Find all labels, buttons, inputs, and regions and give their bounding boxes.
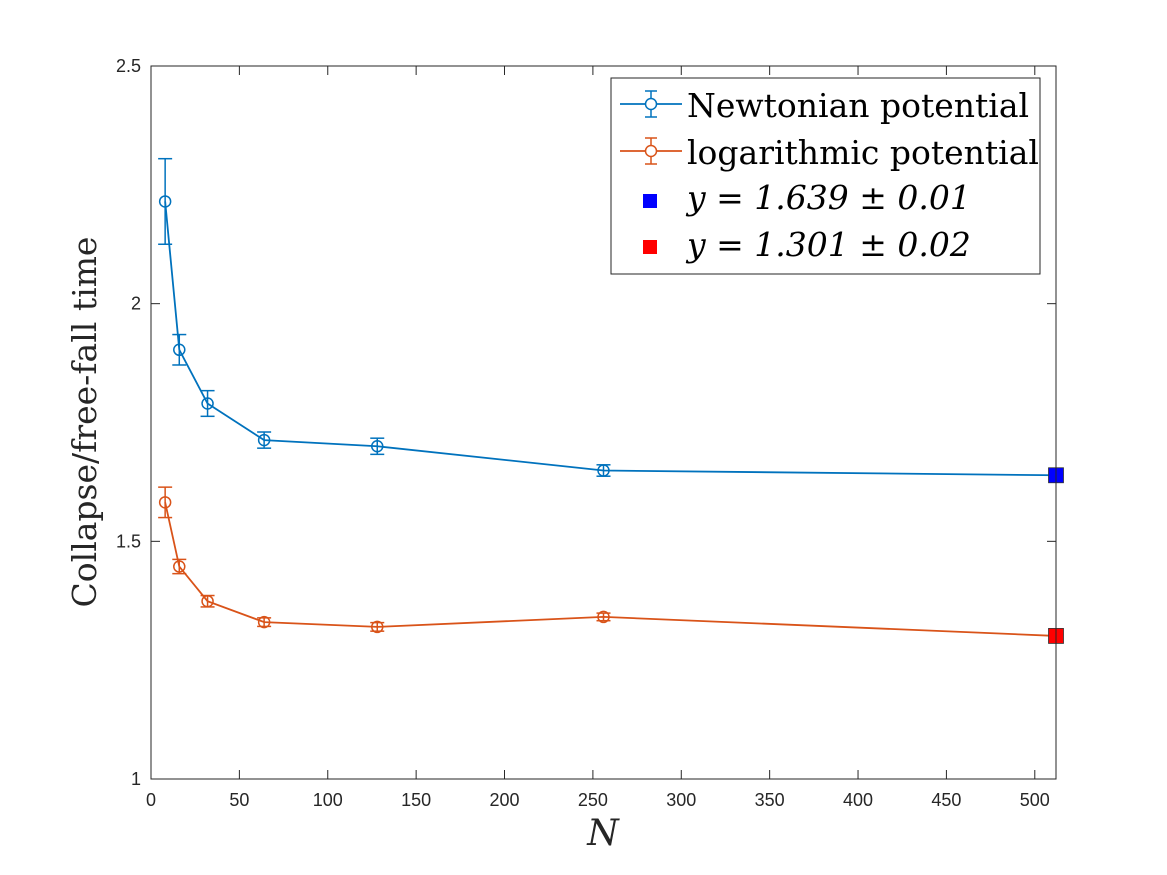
data-point — [201, 397, 214, 410]
axes-box — [150, 65, 1057, 780]
data-point — [371, 440, 384, 453]
y-tick-label: 1.5 — [116, 531, 141, 551]
legend-swatch-red-square — [643, 240, 657, 254]
x-tick-label: 350 — [755, 790, 785, 810]
x-tick-label: 250 — [578, 790, 608, 810]
x-tick-label: 50 — [229, 790, 249, 810]
data-point — [597, 610, 610, 624]
legend-box — [610, 77, 1041, 275]
data-point — [597, 464, 610, 477]
data-point — [201, 594, 214, 608]
data-point — [371, 620, 384, 634]
y-tick-label: 2 — [131, 294, 141, 314]
axis-ticks: 0 50 100 150 200 250 300 350 400 450 500 1 1.5 2 2.5 — [116, 56, 1056, 810]
legend-swatch-marker — [644, 97, 658, 111]
series-newtonian — [158, 157, 1057, 477]
data-point — [158, 195, 172, 208]
x-tick-label: 300 — [666, 790, 696, 810]
legend-label-red-fit: y = 1.301 ± 0.02 — [685, 225, 971, 264]
data-point — [257, 615, 271, 629]
legend-swatch-marker — [644, 144, 658, 158]
data-point — [173, 560, 186, 573]
data-point — [173, 343, 186, 357]
x-tick-label: 150 — [401, 790, 431, 810]
x-tick-label: 0 — [146, 790, 156, 810]
y-tick-label: 2.5 — [116, 56, 141, 76]
x-tick-label: 450 — [931, 790, 961, 810]
series-logarithmic — [158, 486, 1057, 637]
legend: Newtonian potential logarithmic potentia… — [610, 77, 1041, 275]
x-tick-label: 200 — [489, 790, 519, 810]
legend-label-newtonian: Newtonian potential — [687, 86, 1029, 125]
x-tick-label: 100 — [313, 790, 343, 810]
y-axis-title: Collapse/free-fall time — [65, 237, 104, 608]
data-point — [257, 433, 271, 447]
legend-label-blue-fit: y = 1.639 ± 0.01 — [685, 178, 971, 217]
legend-swatch-blue-square — [643, 194, 657, 208]
x-tick-label: 500 — [1020, 790, 1050, 810]
x-tick-label: 400 — [843, 790, 873, 810]
y-tick-label: 1 — [131, 769, 141, 789]
legend-label-logarithmic: logarithmic potential — [687, 133, 1039, 172]
data-point — [158, 496, 172, 509]
x-axis-title: N — [586, 813, 620, 854]
